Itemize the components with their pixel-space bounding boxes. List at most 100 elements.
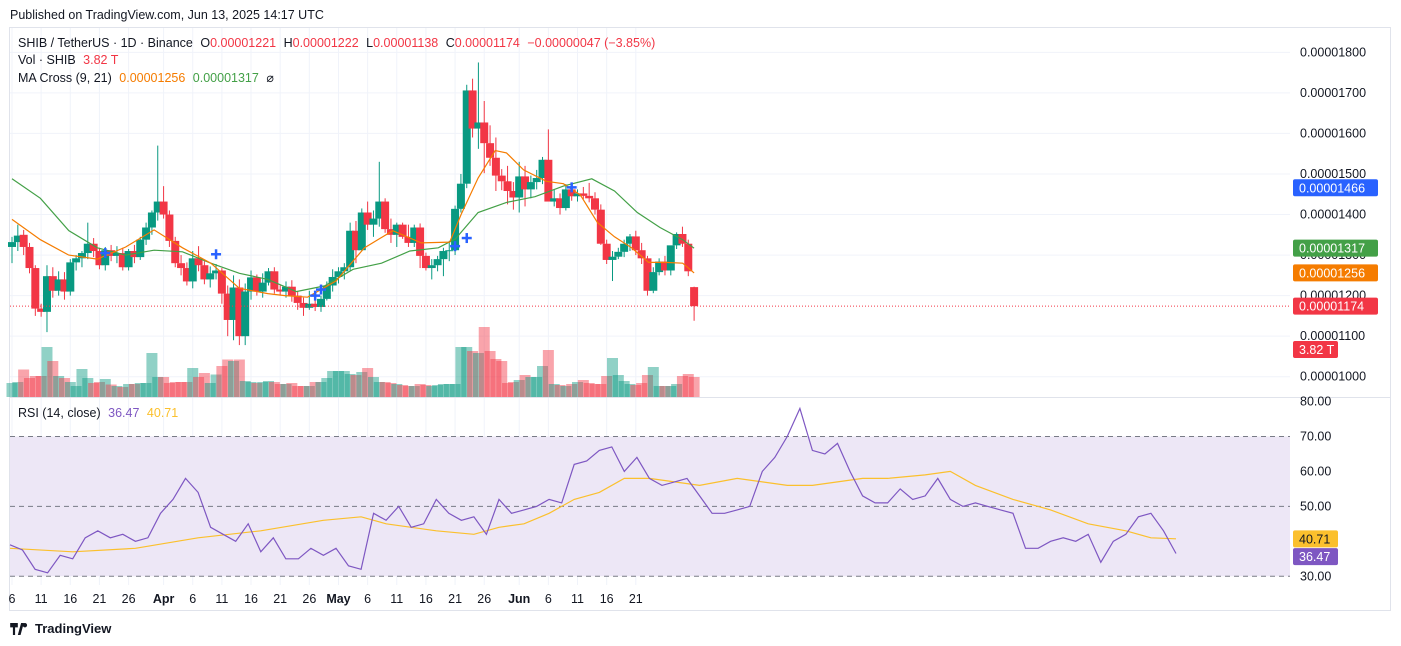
volume-bar <box>350 375 362 397</box>
volume-bar <box>537 366 549 397</box>
candle-body <box>212 270 221 274</box>
volume-bar <box>385 383 397 397</box>
candle-body <box>48 276 57 291</box>
candle-body <box>567 189 576 197</box>
ma-visibility-icon[interactable]: ⌀ <box>266 71 274 85</box>
time-axis-label: 11 <box>390 592 403 606</box>
volume-bar <box>507 382 519 397</box>
price-axis-label: 0.00001800 <box>1300 45 1366 59</box>
candle-body <box>620 243 629 252</box>
candle-body <box>66 262 75 292</box>
legend-rsi-label[interactable]: RSI (14, close) <box>18 406 101 420</box>
volume-bar <box>589 384 601 397</box>
volume-bar <box>70 386 82 397</box>
volume-bar <box>391 384 403 397</box>
volume-bar <box>35 376 47 397</box>
candle-body <box>538 159 547 179</box>
candle-body <box>89 243 98 252</box>
time-axis-label: 21 <box>92 592 106 606</box>
candle-body <box>153 201 162 213</box>
volume-badge: 3.82 T <box>1299 343 1335 357</box>
volume-bar <box>23 378 35 397</box>
volume-bar <box>531 377 543 397</box>
volume-bar <box>158 377 170 397</box>
volume-bar <box>338 371 350 397</box>
candle-body <box>427 265 436 269</box>
volume-bar <box>146 353 158 397</box>
time-axis-label: 21 <box>629 592 643 606</box>
rsi-axis-label: 80.00 <box>1300 394 1331 408</box>
legend-ma-slow: 0.00001317 <box>192 71 259 85</box>
candle-body <box>223 293 232 320</box>
candle-body <box>60 279 69 292</box>
chart-frame[interactable] <box>9 27 1391 611</box>
volume-bar <box>6 383 18 397</box>
volume-bar <box>560 386 572 397</box>
brand-name: TradingView <box>35 621 112 636</box>
volume-bar <box>111 386 123 397</box>
volume-bar <box>682 374 694 397</box>
legend-ohlc: SHIB / TetherUS · 1D · Binance O0.000012… <box>18 36 659 50</box>
legend-symbol[interactable]: SHIB / TetherUS · 1D · Binance <box>18 36 193 50</box>
last-price-badge-bg <box>1293 297 1378 315</box>
ma-slow-badge-bg <box>1293 239 1378 257</box>
volume-bar <box>298 386 309 397</box>
rsi-line <box>9 406 1177 574</box>
candle-body <box>37 308 46 312</box>
candle-body <box>252 277 261 292</box>
candle-body <box>270 271 279 290</box>
legend-o-label: O <box>200 36 211 50</box>
volume-bar <box>268 382 280 397</box>
candle-body <box>690 287 699 307</box>
tradingview-brand[interactable]: TradingView <box>10 621 111 636</box>
volume-bar <box>251 383 263 397</box>
volume-bar <box>12 382 24 397</box>
candle-body <box>468 90 477 129</box>
candle-body <box>363 212 372 225</box>
legend-open: 0.00001221 <box>210 36 277 50</box>
volume-bar <box>472 353 484 397</box>
volume-bar <box>467 351 479 397</box>
legend-ma-fast: 0.00001256 <box>119 71 186 85</box>
volume-bar <box>583 383 595 397</box>
volume-bar <box>88 383 100 397</box>
candle-body <box>83 243 92 254</box>
volume-bar <box>29 376 41 397</box>
time-axis-label: 11 <box>571 592 584 606</box>
candle-body <box>188 258 197 282</box>
volume-bar <box>309 382 321 397</box>
candle-body <box>398 224 407 237</box>
legend-l-label: L <box>366 36 374 50</box>
volume-bar <box>402 386 414 397</box>
candle-body <box>526 182 535 190</box>
candle-body <box>276 289 285 292</box>
volume-bar <box>519 375 531 397</box>
volume-bar <box>292 386 304 397</box>
time-axis-label: 26 <box>122 592 136 606</box>
candle-body <box>649 272 658 291</box>
volume-bar <box>525 377 537 397</box>
volume-bar <box>618 381 630 397</box>
legend-c-label: C <box>445 36 455 50</box>
candle-body <box>8 242 16 247</box>
volume-bar <box>93 382 105 397</box>
candle-body <box>305 303 314 308</box>
rsi-ma-line <box>9 470 1177 553</box>
volume-bar <box>53 376 65 397</box>
time-axis-label: 21 <box>448 592 462 606</box>
rsi-axis-label: 30.00 <box>1300 569 1331 583</box>
candle-body <box>556 198 565 209</box>
time-axis-label: 11 <box>215 592 228 606</box>
legend-ma-cross: MA Cross (9, 21) 0.00001256 0.00001317 ⌀ <box>18 70 278 85</box>
candle-body <box>357 212 366 251</box>
candle-body <box>322 285 331 299</box>
volume-bar <box>502 383 514 397</box>
legend-vol-label[interactable]: Vol · SHIB <box>18 53 76 67</box>
candle-body <box>287 286 296 296</box>
volume-bar <box>577 380 589 397</box>
legend-ma-label[interactable]: MA Cross (9, 21) <box>18 71 112 85</box>
candle-body <box>182 268 191 282</box>
candle-body <box>72 258 81 263</box>
candle-body <box>31 268 40 309</box>
